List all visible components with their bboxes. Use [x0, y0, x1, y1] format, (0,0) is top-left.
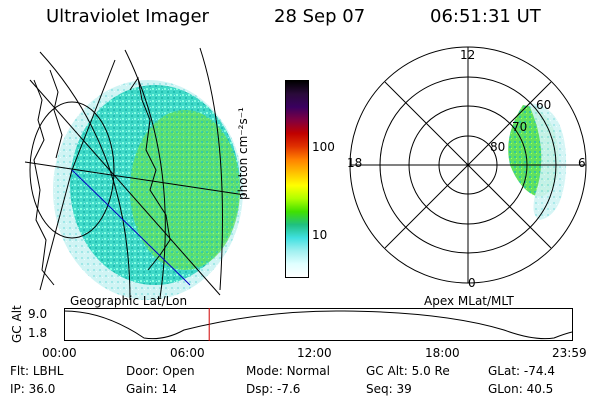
info-glon: GLon: 40.5: [488, 382, 554, 396]
mlt-label-18: 18: [347, 156, 363, 170]
geographic-image-panel: [24, 47, 246, 300]
colorbar-tick-low: 10: [312, 228, 328, 242]
right-panel-caption: Apex MLat/MLT: [424, 294, 514, 308]
altitude-strip-plot: [64, 308, 573, 341]
date-label: 28 Sep 07: [274, 6, 366, 27]
bright-emission-region: [130, 110, 240, 270]
lat-lon-grid: [24, 47, 246, 300]
mlat-label-60: 60: [536, 98, 552, 112]
time-tick-1200: 12:00: [297, 346, 332, 360]
colorbar-label: photon cm⁻²s⁻¹: [236, 107, 250, 200]
time-tick-1800: 18:00: [425, 346, 460, 360]
altitude-curve: [64, 310, 573, 340]
info-mode: Mode: Normal: [246, 364, 330, 378]
polar-grid: [349, 46, 587, 284]
info-gc-alt: GC Alt: 5.0 Re: [366, 364, 450, 378]
colorbar-tick-high: 100: [312, 140, 335, 154]
left-panel-caption: Geographic Lat/Lon: [70, 294, 188, 308]
time-label: 06:51:31 UT: [430, 6, 541, 27]
mlat-label-80: 80: [490, 140, 506, 154]
satellite-track: [71, 169, 191, 286]
mlt-label-6: 6: [578, 156, 586, 170]
mlt-label-0: 0: [468, 276, 476, 290]
info-dsp: Dsp: -7.6: [246, 382, 301, 396]
time-tick-0600: 06:00: [170, 346, 205, 360]
polar-emission-fringe: [528, 103, 567, 220]
mlt-label-12: 12: [460, 48, 476, 62]
info-ip: IP: 36.0: [10, 382, 56, 396]
polar-mlt-plot: [349, 46, 587, 284]
time-tick-0000: 00:00: [42, 346, 77, 360]
mlat-label-70: 70: [512, 120, 528, 134]
colorbar: [285, 80, 309, 278]
info-door: Door: Open: [126, 364, 195, 378]
time-tick-2359: 23:59: [552, 346, 587, 360]
altitude-tick-low: 1.8: [28, 326, 48, 340]
info-flt: Flt: LBHL: [10, 364, 64, 378]
coastline-outline: [33, 69, 171, 286]
info-gain: Gain: 14: [126, 382, 177, 396]
instrument-title: Ultraviolet Imager: [46, 6, 209, 27]
altitude-axis-label: GC Alt: [10, 305, 24, 343]
altitude-tick-high: 9.0: [28, 307, 48, 321]
info-glat: GLat: -74.4: [488, 364, 555, 378]
info-seq: Seq: 39: [366, 382, 412, 396]
altitude-strip-frame: [64, 308, 573, 341]
